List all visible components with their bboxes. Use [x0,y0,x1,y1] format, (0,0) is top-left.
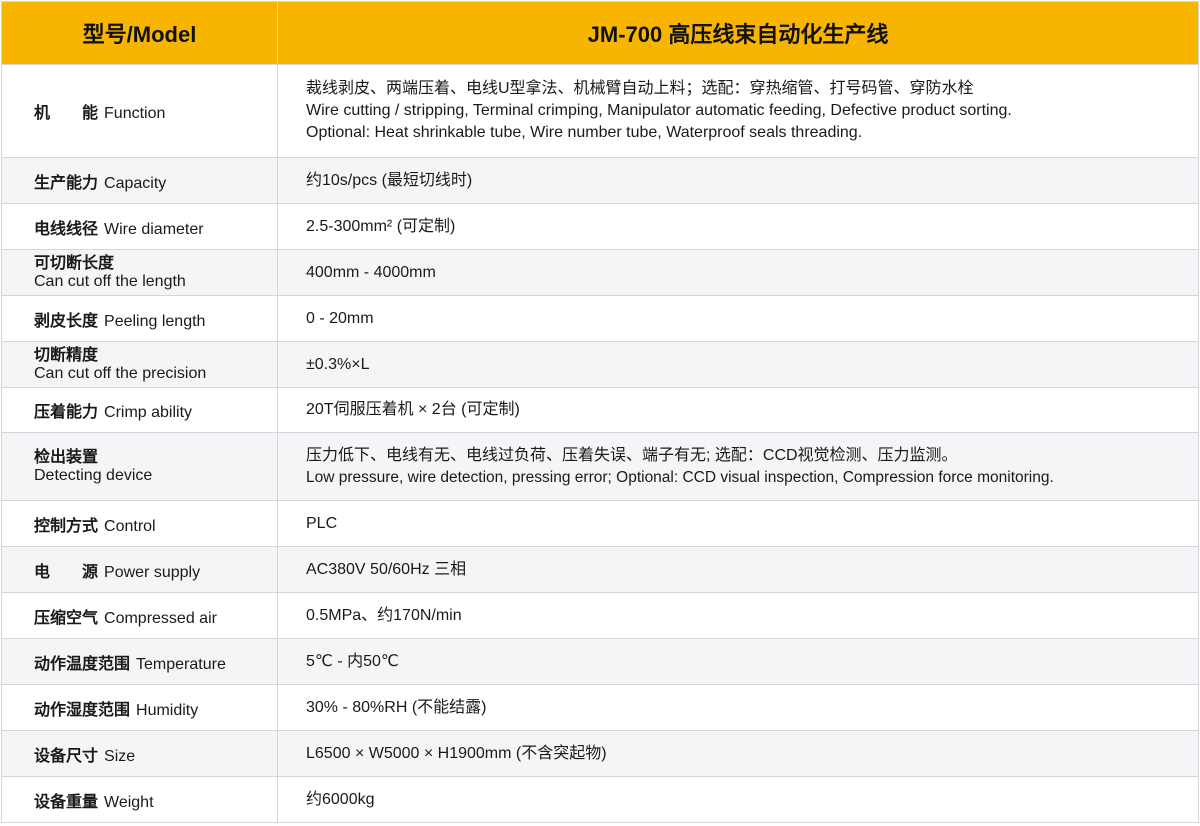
spec-value: PLC [277,500,1199,547]
spec-value-line: 约10s/pcs (最短切线时) [306,171,473,189]
table-row: 控制方式 Control PLC [1,500,1199,547]
spec-label-en: Control [104,517,156,535]
spec-label: 可切断长度 Can cut off the length [1,249,278,296]
spec-value: AC380V 50/60Hz 三相 [277,546,1199,593]
spec-label-zh: 动作湿度范围 [34,701,131,719]
spec-label-zh: 设备重量 [34,793,99,811]
spec-label-zh: 切断精度 [34,346,99,364]
spec-label-zh: 设备尺寸 [34,747,99,765]
table-row: 检出装置 Detecting device 压力低下、电线有无、电线过负荷、压着失误… [1,432,1199,501]
spec-label-zh: 机 能 [34,105,99,122]
spec-value-line: 20T伺服压着机 × 2台 (可定制) [306,401,520,418]
spec-label: 检出装置 Detecting device [1,432,278,501]
spec-label-en: Crimp ability [104,404,193,421]
spec-label-en: Function [104,105,166,122]
table-row: 设备重量 Weight 约6000kg [1,776,1199,823]
spec-label-zh: 压着能力 [34,404,99,421]
spec-value-line: Optional: Heat shrinkable tube, Wire num… [306,124,863,141]
spec-value-line: 0.5MPa、约170N/min [306,606,462,624]
table-row: 设备尺寸 Size L6500 × W5000 × H1900mm (不含突起物) [1,730,1199,777]
spec-value-line: 400mm - 4000mm [306,263,436,281]
spec-label: 设备尺寸 Size [1,730,278,777]
table-row: 剥皮长度 Peeling length 0 - 20mm [1,295,1199,342]
spec-label-en: Humidity [136,701,199,719]
spec-value: 0.5MPa、约170N/min [277,592,1199,639]
spec-label: 切断精度 Can cut off the precision [1,341,278,388]
spec-value: 压力低下、电线有无、电线过负荷、压着失误、端子有无; 选配：CCD视觉检测、压力… [277,432,1199,501]
spec-value-line: 压力低下、电线有无、电线过负荷、压着失误、端子有无; 选配：CCD视觉检测、压力… [306,446,958,464]
spec-value-line: 2.5-300mm² (可定制) [306,217,456,235]
spec-value-line: 约6000kg [306,790,375,808]
spec-label-en: Capacity [104,174,167,192]
table-row: 动作温度范围 Temperature 5℃ - 内50℃ [1,638,1199,685]
table-row: 电 源 Power supply AC380V 50/60Hz 三相 [1,546,1199,593]
spec-label-zh: 剥皮长度 [34,312,99,330]
spec-value-line: Low pressure, wire detection, pressing e… [306,468,1054,486]
spec-value: 裁线剥皮、两端压着、电线U型拿法、机械臂自动上料；选配：穿热缩管、打号码管、穿防… [277,64,1199,158]
table-row: 动作湿度范围 Humidity 30% - 80%RH (不能结露) [1,684,1199,731]
spec-label: 设备重量 Weight [1,776,278,823]
spec-label-zh: 可切断长度 [34,254,115,272]
spec-value-line: Wire cutting / stripping, Terminal crimp… [306,102,1012,119]
spec-value: 0 - 20mm [277,295,1199,342]
spec-label-zh: 控制方式 [34,517,99,535]
spec-value: 400mm - 4000mm [277,249,1199,296]
spec-label-zh: 电 源 [34,563,99,581]
spec-value-line: AC380V 50/60Hz 三相 [306,560,467,578]
spec-label: 剥皮长度 Peeling length [1,295,278,342]
spec-value: L6500 × W5000 × H1900mm (不含突起物) [277,730,1199,777]
table-row: 压着能力 Crimp ability 20T伺服压着机 × 2台 (可定制) [1,387,1199,433]
spec-label-en: Can cut off the precision [34,364,207,382]
spec-label: 机 能 Function [1,64,278,158]
table-row: 压缩空气 Compressed air 0.5MPa、约170N/min [1,592,1199,639]
table-row: 切断精度 Can cut off the precision ±0.3%×L [1,341,1199,388]
spec-value-line: L6500 × W5000 × H1900mm (不含突起物) [306,744,607,762]
spec-value: 2.5-300mm² (可定制) [277,203,1199,250]
spec-label: 动作湿度范围 Humidity [1,684,278,731]
spec-label-en: Compressed air [104,609,217,627]
table-row: 机 能 Function 裁线剥皮、两端压着、电线U型拿法、机械臂自动上料；选配：穿… [1,64,1199,158]
spec-label-en: Size [104,747,136,765]
header-row: 型号/Model JM-700 高压线束自动化生产线 [1,1,1199,65]
spec-value-line: 5℃ - 内50℃ [306,652,399,670]
spec-value-line: 30% - 80%RH (不能结露) [306,698,487,716]
spec-label: 控制方式 Control [1,500,278,547]
spec-label-en: Peeling length [104,312,206,330]
spec-value-line: 裁线剥皮、两端压着、电线U型拿法、机械臂自动上料；选配：穿热缩管、打号码管、穿防… [306,80,974,97]
table-row: 电线线径 Wire diameter 2.5-300mm² (可定制) [1,203,1199,250]
spec-label: 动作温度范围 Temperature [1,638,278,685]
spec-label-zh: 生产能力 [34,174,99,192]
spec-value-line: 0 - 20mm [306,309,374,327]
spec-label-en: Power supply [104,563,201,581]
spec-label-en: Temperature [136,655,226,673]
model-header: 型号/Model [1,1,278,65]
spec-label-zh: 动作温度范围 [34,655,131,673]
spec-value: ±0.3%×L [277,341,1199,388]
spec-label-zh: 检出装置 [34,448,99,466]
spec-label-en: Weight [104,793,154,811]
spec-value: 约10s/pcs (最短切线时) [277,157,1199,204]
spec-label: 电线线径 Wire diameter [1,203,278,250]
spec-label-zh: 压缩空气 [34,609,99,627]
spec-value: 约6000kg [277,776,1199,823]
spec-label: 压着能力 Crimp ability [1,387,278,433]
spec-value: 5℃ - 内50℃ [277,638,1199,685]
model-name-header: JM-700 高压线束自动化生产线 [277,1,1199,65]
table-row: 生产能力 Capacity 约10s/pcs (最短切线时) [1,157,1199,204]
spec-label: 电 源 Power supply [1,546,278,593]
spec-value: 20T伺服压着机 × 2台 (可定制) [277,387,1199,433]
spec-value-line: ±0.3%×L [306,355,370,373]
spec-label-en: Detecting device [34,466,153,484]
spec-label-zh: 电线线径 [34,220,99,238]
spec-label-en: Can cut off the length [34,272,186,290]
spec-value-line: PLC [306,514,338,532]
spec-label: 生产能力 Capacity [1,157,278,204]
spec-value: 30% - 80%RH (不能结露) [277,684,1199,731]
spec-label-en: Wire diameter [104,220,204,238]
spec-rows: 机 能 Function 裁线剥皮、两端压着、电线U型拿法、机械臂自动上料；选配：穿… [1,64,1199,823]
spec-label: 压缩空气 Compressed air [1,592,278,639]
table-row: 可切断长度 Can cut off the length 400mm - 4000m… [1,249,1199,296]
